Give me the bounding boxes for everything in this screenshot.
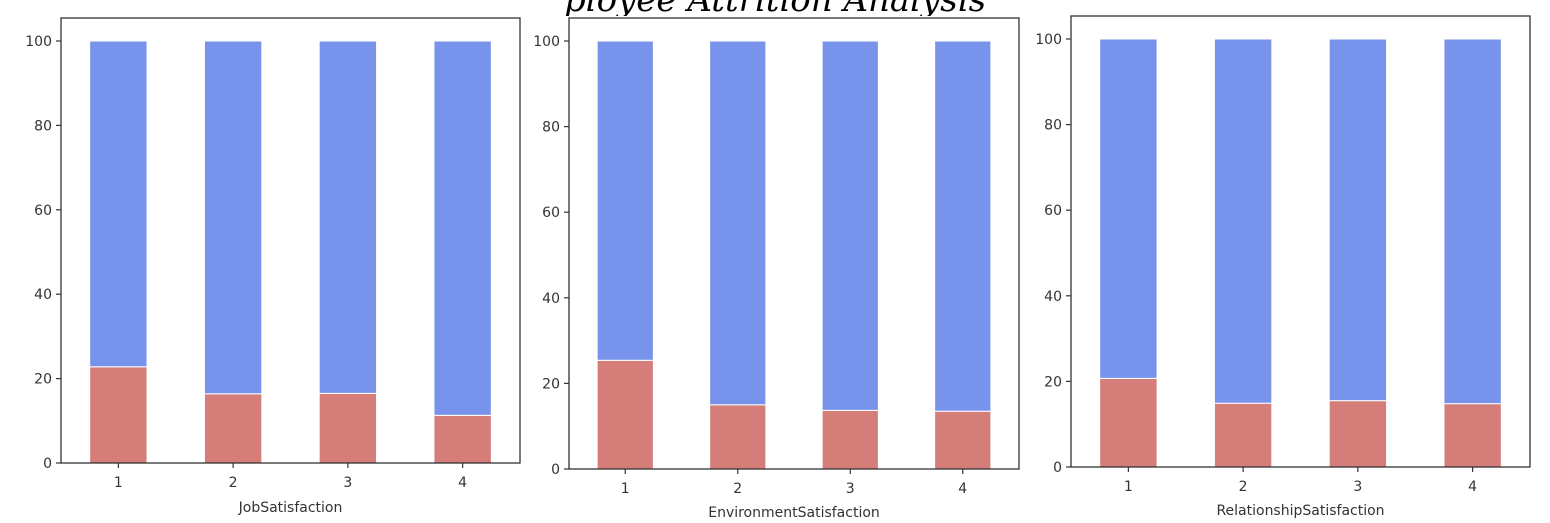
job-satisfaction-ytick-label-20: 20 — [34, 372, 52, 388]
environment-satisfaction-bar-2-bottom — [709, 404, 767, 470]
environment-satisfaction-bar-1-top — [596, 40, 654, 361]
job-satisfaction-ytick-label-80: 80 — [34, 118, 52, 134]
environment-satisfaction-xtick-label-1: 1 — [621, 481, 630, 497]
job-satisfaction-ytick-label-60: 60 — [34, 203, 52, 219]
relationship-satisfaction-ytick-label-60: 60 — [1044, 203, 1062, 219]
job-satisfaction-bar-4-top — [433, 40, 492, 416]
environment-satisfaction-ytick-label-100: 100 — [533, 34, 560, 50]
relationship-satisfaction-bar-3-top — [1328, 38, 1388, 402]
job-satisfaction-ytick-label-100: 100 — [25, 34, 52, 50]
environment-satisfaction-xtick-label-3: 3 — [846, 481, 855, 497]
job-satisfaction-chart: 0 20 40 60 80 100 1 2 3 4 JobSatisfaction — [25, 17, 521, 516]
environment-satisfaction-ytick-label-60: 60 — [542, 205, 560, 221]
relationship-satisfaction-bar-1-bottom — [1099, 377, 1158, 468]
job-satisfaction-xtick-label-4: 4 — [458, 475, 467, 491]
relationship-satisfaction-bar-3-bottom — [1328, 400, 1388, 468]
relationship-satisfaction-bar-2-top — [1213, 38, 1273, 404]
figure-title: ployee Attrition Analysis — [0, 0, 1550, 16]
job-satisfaction-ytick-label-40: 40 — [34, 287, 52, 303]
job-satisfaction-bar-1-top — [89, 40, 148, 368]
figure-title-strip: ployee Attrition Analysis — [0, 0, 1550, 16]
relationship-satisfaction-ytick-label-80: 80 — [1044, 118, 1062, 134]
environment-satisfaction-bar-3-bottom — [821, 409, 879, 470]
environment-satisfaction-xlabel: EnvironmentSatisfaction — [708, 505, 880, 521]
environment-satisfaction-xtick-label-2: 2 — [733, 481, 742, 497]
relationship-satisfaction-xtick-label-1: 1 — [1124, 479, 1133, 495]
relationship-satisfaction-ytick-label-0: 0 — [1053, 460, 1062, 476]
environment-satisfaction-bar-4-bottom — [934, 410, 992, 470]
job-satisfaction-bar-3-bottom — [318, 392, 378, 464]
job-satisfaction-xtick-label-1: 1 — [114, 475, 123, 491]
relationship-satisfaction-xtick-label-4: 4 — [1468, 479, 1477, 495]
environment-satisfaction-bar-3-top — [821, 40, 879, 411]
relationship-satisfaction-bar-2-bottom — [1213, 402, 1273, 468]
environment-satisfaction-bar-2-top — [709, 40, 767, 406]
relationship-satisfaction-ytick-label-20: 20 — [1044, 374, 1062, 390]
relationship-satisfaction-plot-frame — [1070, 15, 1531, 468]
environment-satisfaction-bar-1-bottom — [596, 359, 654, 470]
environment-satisfaction-chart: 0 20 40 60 80 100 1 2 3 4 EnvironmentSatisfaction — [533, 17, 1020, 521]
job-satisfaction-xtick-label-3: 3 — [343, 475, 352, 491]
relationship-satisfaction-xtick-label-2: 2 — [1239, 479, 1248, 495]
job-satisfaction-bar-1-bottom — [89, 366, 148, 464]
environment-satisfaction-ytick-label-40: 40 — [542, 291, 560, 307]
environment-satisfaction-ytick-label-80: 80 — [542, 120, 560, 136]
relationship-satisfaction-ytick-label-40: 40 — [1044, 289, 1062, 305]
environment-satisfaction-xtick-label-4: 4 — [958, 481, 967, 497]
relationship-satisfaction-ytick-label-100: 100 — [1035, 32, 1062, 48]
relationship-satisfaction-bar-4-top — [1443, 38, 1502, 405]
job-satisfaction-bar-4-bottom — [433, 414, 492, 464]
job-satisfaction-xlabel: JobSatisfaction — [238, 500, 343, 516]
job-satisfaction-plot-frame — [60, 17, 521, 464]
environment-satisfaction-ytick-label-0: 0 — [551, 462, 560, 478]
environment-satisfaction-bar-4-top — [934, 40, 992, 412]
job-satisfaction-ytick-label-0: 0 — [43, 456, 52, 472]
relationship-satisfaction-bar-4-bottom — [1443, 403, 1502, 468]
environment-satisfaction-plot-frame — [568, 17, 1020, 470]
relationship-satisfaction-xlabel: RelationshipSatisfaction — [1216, 503, 1384, 519]
relationship-satisfaction-xtick-label-3: 3 — [1353, 479, 1362, 495]
job-satisfaction-bar-2-top — [203, 40, 263, 395]
job-satisfaction-bar-3-top — [318, 40, 378, 394]
environment-satisfaction-ytick-label-20: 20 — [542, 376, 560, 392]
job-satisfaction-xtick-label-2: 2 — [229, 475, 238, 491]
relationship-satisfaction-bar-1-top — [1099, 38, 1158, 379]
